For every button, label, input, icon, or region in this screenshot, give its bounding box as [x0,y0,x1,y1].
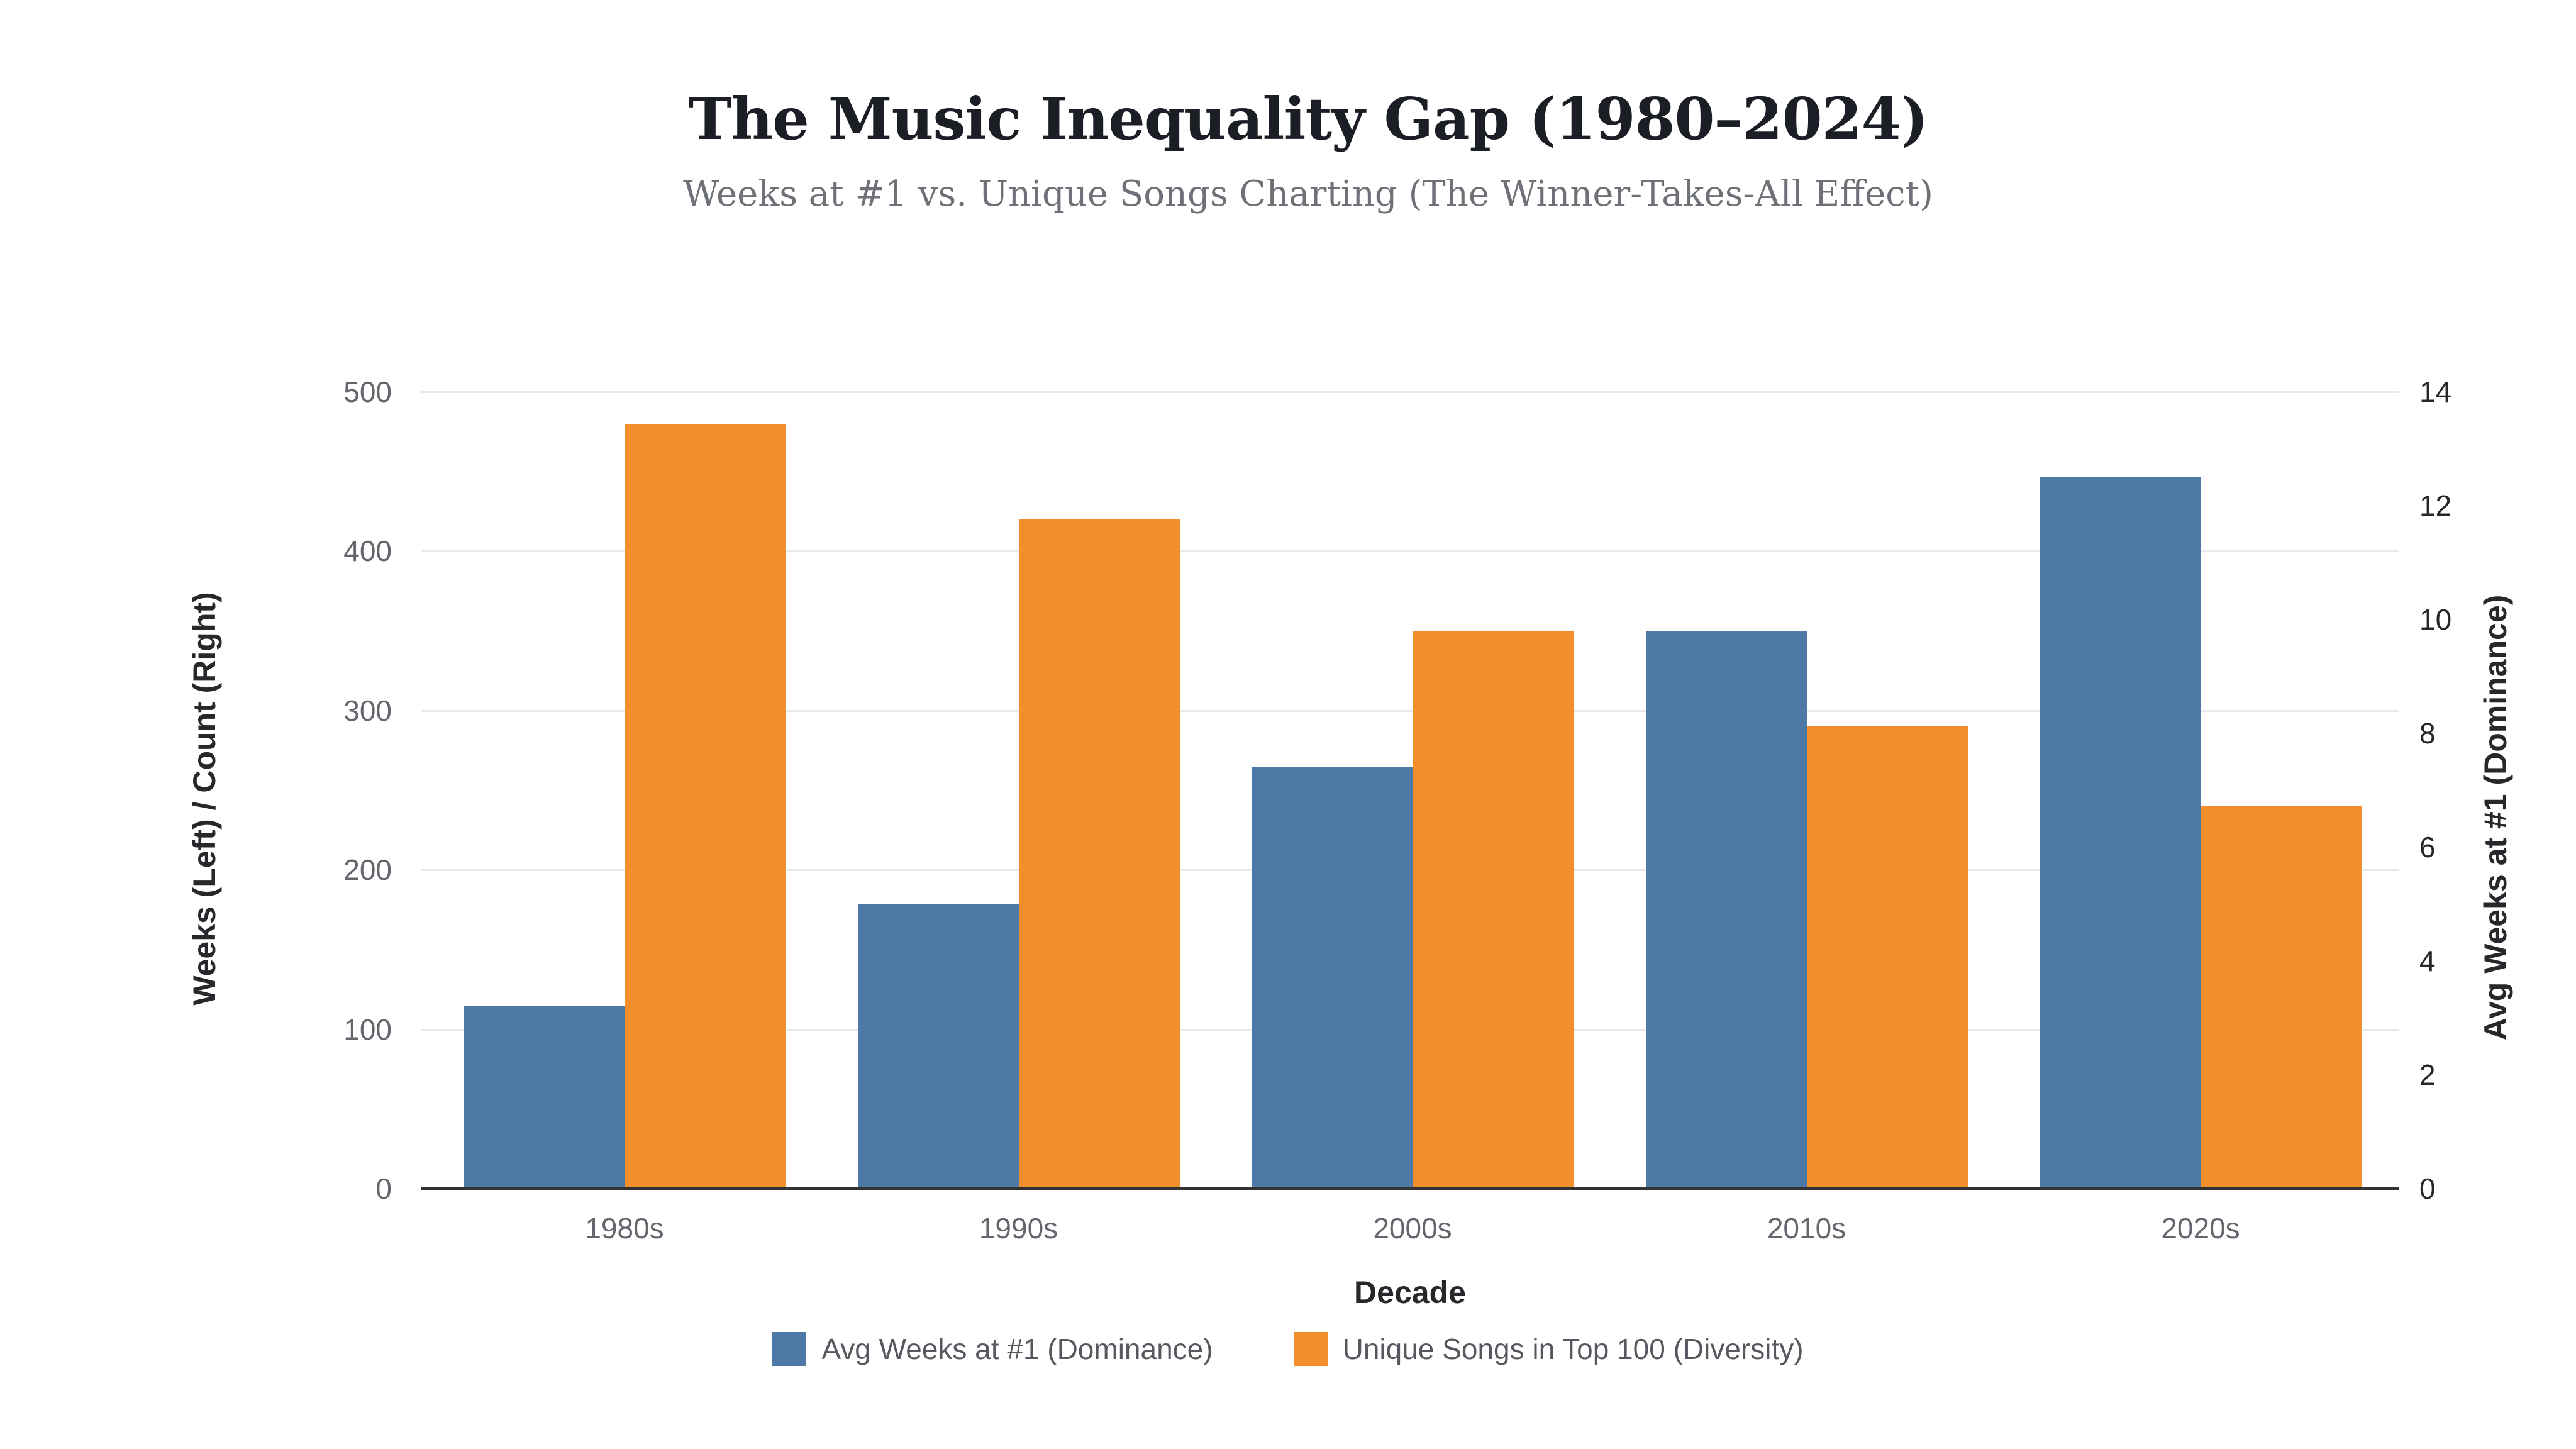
y-left-tick-label: 500 [343,375,392,408]
legend-label: Avg Weeks at #1 (Dominance) [821,1333,1213,1365]
y-left-tick-label: 0 [375,1172,392,1205]
bar-dominance [2040,477,2201,1189]
page-subtitle: Weeks at #1 vs. Unique Songs Charting (T… [683,174,1933,214]
x-tick-label: 2000s [1373,1212,1452,1245]
bar-diversity [625,423,786,1189]
legend-item: Unique Songs in Top 100 (Diversity) [1293,1332,1804,1366]
legend-swatch-icon [1293,1332,1328,1366]
y-right-tick-label: 0 [2419,1172,2436,1205]
y-right-tick-label: 14 [2419,375,2452,408]
legend-item: Avg Weeks at #1 (Dominance) [772,1332,1213,1366]
y-left-tick-label: 200 [343,853,392,887]
bar-dominance [1252,767,1413,1189]
y-right-tick-label: 8 [2419,717,2436,750]
x-axis-title: Decade [1354,1275,1466,1310]
y-left-tick-label: 400 [343,535,392,568]
gridline [421,391,2399,393]
x-tick-label: 2020s [2161,1212,2240,1245]
bar-diversity [1806,726,1968,1189]
legend-swatch-icon [772,1332,807,1366]
bar-dominance [1645,631,1807,1189]
x-tick-label: 1990s [979,1212,1058,1245]
x-axis-line [421,1187,2399,1190]
x-tick-label: 2010s [1767,1212,1846,1245]
gridline [421,709,2399,712]
bar-diversity [2201,806,2362,1189]
bar-diversity [1018,519,1180,1189]
y-right-tick-label: 2 [2419,1058,2436,1091]
gridline [421,550,2399,553]
bar-dominance [464,1006,625,1189]
y-right-tick-label: 6 [2419,831,2436,863]
y-left-tick-label: 100 [343,1013,392,1046]
x-tick-label: 1980s [585,1212,664,1245]
y-right-tick-label: 10 [2419,603,2452,636]
y-right-tick-label: 4 [2419,945,2436,977]
bar-dominance [857,904,1019,1189]
plot-area: 0 100 200 300 400 500 0 2 4 6 8 10 12 14 1980s 1990s 200… [343,375,2451,1245]
bar-diversity [1413,631,1574,1189]
page-title: The Music Inequality Gap (1980–2024) [688,85,1928,153]
legend: Avg Weeks at #1 (Dominance) Unique Songs … [0,1332,2576,1366]
y-right-tick-label: 12 [2419,489,2452,522]
y-axis-left-title: Weeks (Left) / Count (Right) [187,592,222,1006]
y-left-tick-label: 300 [343,694,392,727]
legend-label: Unique Songs in Top 100 (Diversity) [1342,1333,1804,1365]
